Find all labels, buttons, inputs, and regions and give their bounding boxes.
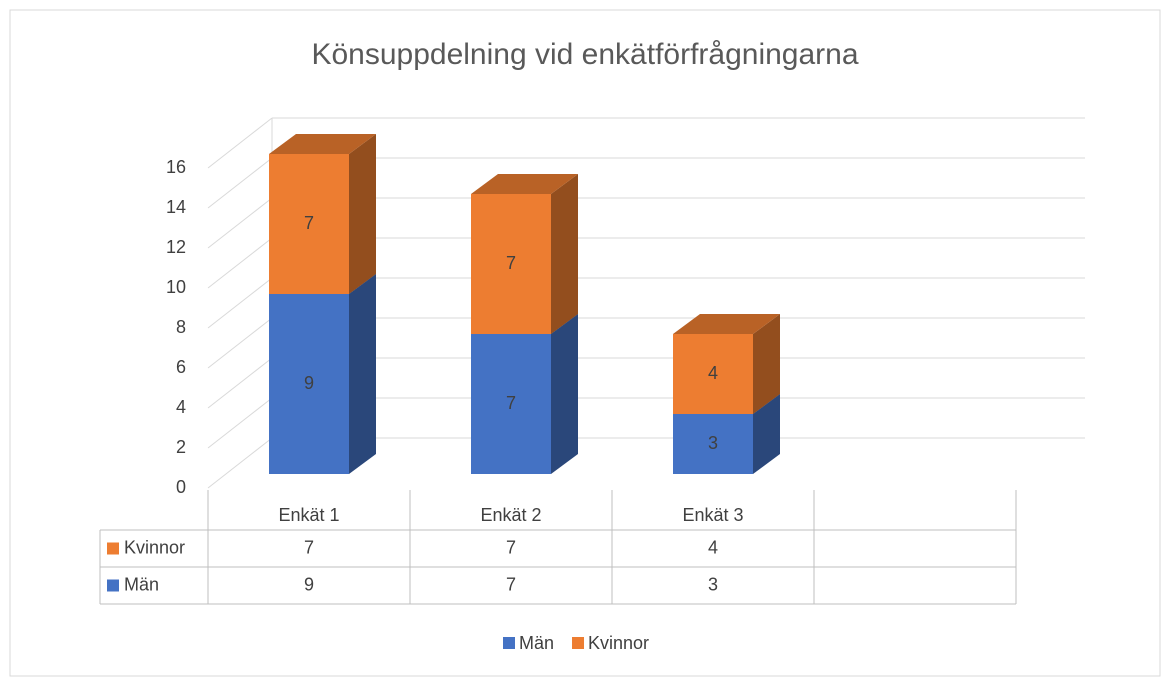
bar-top bbox=[673, 314, 780, 334]
table-row-label: Kvinnor bbox=[124, 537, 185, 557]
grid-line bbox=[207, 117, 273, 169]
table-cell: 9 bbox=[304, 574, 314, 594]
y-tick-label: 8 bbox=[176, 317, 186, 337]
y-tick-label: 4 bbox=[176, 397, 186, 417]
y-tick-label: 6 bbox=[176, 357, 186, 377]
bar bbox=[269, 294, 349, 474]
bar bbox=[673, 414, 753, 474]
grid-line bbox=[207, 277, 273, 329]
table-row-label: Män bbox=[124, 574, 159, 594]
grid-line bbox=[207, 437, 273, 489]
bar bbox=[673, 334, 753, 414]
x-tick-label: Enkät 2 bbox=[480, 505, 541, 525]
chart-border bbox=[9, 9, 1161, 677]
y-tick-label: 14 bbox=[166, 197, 186, 217]
grid-line bbox=[207, 157, 273, 209]
bar-side bbox=[753, 394, 780, 474]
table-cell: 7 bbox=[506, 574, 516, 594]
legend-label: Män bbox=[519, 633, 554, 653]
y-tick-label: 16 bbox=[166, 157, 186, 177]
data-label: 4 bbox=[708, 363, 718, 383]
y-tick-label: 10 bbox=[166, 277, 186, 297]
data-label: 9 bbox=[304, 373, 314, 393]
table-cell: 7 bbox=[506, 537, 516, 557]
table-cell: 7 bbox=[304, 537, 314, 557]
table-key bbox=[107, 579, 119, 592]
bar-side bbox=[349, 134, 376, 294]
bar bbox=[269, 154, 349, 294]
data-label: 7 bbox=[506, 393, 516, 413]
bar-side bbox=[349, 274, 376, 474]
x-tick-label: Enkät 3 bbox=[682, 505, 743, 525]
legend-key bbox=[503, 637, 515, 649]
grid-line bbox=[207, 397, 273, 449]
x-tick-label: Enkät 1 bbox=[278, 505, 339, 525]
y-tick-label: 2 bbox=[176, 437, 186, 457]
y-tick-label: 12 bbox=[166, 237, 186, 257]
table-cell: 3 bbox=[708, 574, 718, 594]
grid-line bbox=[207, 357, 273, 409]
legend-label: Kvinnor bbox=[588, 633, 649, 653]
grid-line bbox=[207, 197, 273, 249]
bar-top bbox=[269, 134, 376, 154]
table-cell: 4 bbox=[708, 537, 718, 557]
chart-title: Könsuppdelning vid enkätförfrågningarna bbox=[311, 38, 858, 71]
data-label: 7 bbox=[506, 253, 516, 273]
bar-side bbox=[551, 314, 578, 474]
grid-line bbox=[207, 317, 273, 369]
legend-key bbox=[572, 637, 585, 649]
bar-side bbox=[753, 314, 780, 414]
data-label: 3 bbox=[708, 433, 718, 453]
y-tick-label: 0 bbox=[176, 477, 186, 497]
bar bbox=[471, 194, 551, 334]
bar-top bbox=[471, 174, 578, 194]
grid-line bbox=[207, 237, 273, 289]
table-key bbox=[107, 542, 119, 555]
bar-side bbox=[551, 174, 578, 334]
bar bbox=[471, 334, 551, 474]
data-label: 7 bbox=[304, 213, 314, 233]
